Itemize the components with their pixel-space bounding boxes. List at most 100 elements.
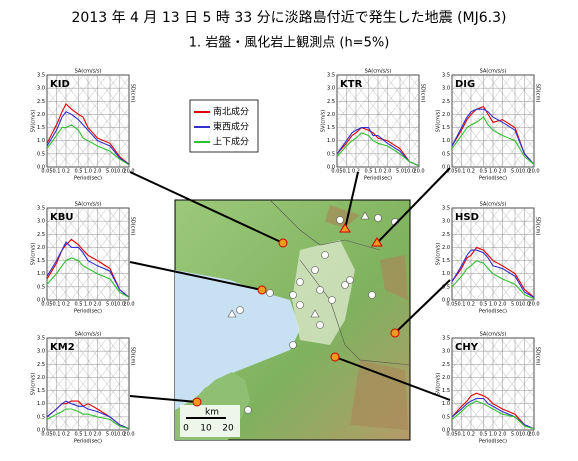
diagonal-line xyxy=(337,151,350,167)
diagonal-line xyxy=(511,271,534,300)
map: km 0 10 20 xyxy=(174,199,411,441)
y-tick-label: 3.5 xyxy=(37,336,45,342)
diagonal-line xyxy=(536,208,578,310)
x-axis-label: Period(sec) xyxy=(479,309,507,315)
diagonal-line xyxy=(560,65,578,167)
diagonal-line xyxy=(47,338,120,430)
y-tick-label: 2.5 xyxy=(37,362,45,368)
y-tick-label: 1.0 xyxy=(327,138,335,144)
y-axis-label: SV(cm/s) xyxy=(31,373,37,395)
diagonal-line xyxy=(452,338,489,385)
x-tick-label: 20.0 xyxy=(123,432,134,438)
diagonal-line xyxy=(548,328,578,430)
diagonal-line xyxy=(106,401,129,430)
diagonal-line xyxy=(511,208,534,237)
diagonal-line xyxy=(511,75,534,104)
x-tick-label: 0.2 xyxy=(352,169,360,175)
x-tick-label: 5.0 xyxy=(106,169,114,175)
diagonal-line xyxy=(47,338,72,370)
diagonal-line xyxy=(82,75,129,134)
y-tick-label: 0.0 xyxy=(442,165,450,171)
diagonal-line xyxy=(499,75,534,119)
y-tick-label: 1.0 xyxy=(37,401,45,407)
diagonal-grid xyxy=(452,328,578,440)
x-tick-label: 0.1 xyxy=(458,432,466,438)
right-axis-label: SD(cm) xyxy=(535,217,541,236)
diagonal-line xyxy=(452,383,489,430)
diagonal-line xyxy=(47,208,72,240)
diagonal-line xyxy=(452,75,489,122)
y-tick-label: 1.0 xyxy=(442,138,450,144)
y-axis-label: SV(cm/s) xyxy=(436,243,442,265)
legend-label: 南北成分 xyxy=(213,106,249,118)
spectrum-chart: 0.05 0.1 0.2 0.5 1.0 2.0 5.0 10.020.00.00.51.01… xyxy=(31,202,136,315)
x-axis-label: Period(sec) xyxy=(479,439,507,445)
x-tick-label: 2.0 xyxy=(499,169,507,175)
x-tick-label: 1.0 xyxy=(374,169,382,175)
diagonal-line xyxy=(47,238,96,300)
diagonal-grid xyxy=(47,75,129,167)
chart-title: KID xyxy=(50,79,70,90)
diagonal-line xyxy=(106,338,129,367)
x-tick-label: 0.05 xyxy=(446,169,457,175)
x-tick-label: 5.0 xyxy=(396,169,404,175)
diagonal-line xyxy=(452,208,525,300)
y-tick-label: 3.0 xyxy=(442,86,450,92)
diagonal-line xyxy=(452,338,477,370)
diagonal-line xyxy=(499,338,534,382)
x-tick-label: 10.0 xyxy=(114,302,125,308)
x-tick-label: 10.0 xyxy=(519,302,530,308)
top-axis-label: SA(cm/s/s) xyxy=(75,202,102,208)
x-tick-label: 1.0 xyxy=(489,302,497,308)
diagonal-line xyxy=(47,135,72,167)
diagonal-line xyxy=(47,268,72,300)
diagonal-line xyxy=(337,105,386,167)
scale-box xyxy=(180,405,240,437)
chart-title: KBU xyxy=(50,212,74,223)
diagonal-grid xyxy=(47,338,129,430)
x-tick-label: 0.1 xyxy=(458,169,466,175)
diagonal-line xyxy=(47,120,84,167)
diagonal-line xyxy=(70,225,129,300)
title: 2013 年 4 月 13 日 5 時 33 分に淡路島付近で発生した地震 (M… xyxy=(72,10,507,26)
y-tick-label: 2.5 xyxy=(327,99,335,105)
x-tick-label: 0.2 xyxy=(62,302,70,308)
diagonal-line xyxy=(348,77,419,167)
series-line xyxy=(47,102,129,165)
y-tick-label: 2.5 xyxy=(442,232,450,238)
diagonal-line xyxy=(452,89,513,167)
scale-label: 20 xyxy=(222,424,234,434)
diagonal-line xyxy=(47,338,96,400)
series-line xyxy=(47,257,129,298)
spectrum-chart: 0.05 0.1 0.2 0.5 1.0 2.0 5.0 10.020.00.00.51.01… xyxy=(436,328,578,445)
diagonal-line xyxy=(106,271,129,300)
y-tick-label: 3.5 xyxy=(37,206,45,212)
diagonal-line xyxy=(337,75,374,122)
x-tick-label: 0.1 xyxy=(53,302,61,308)
y-tick-label: 1.5 xyxy=(327,125,335,131)
diagonal-line xyxy=(560,328,578,430)
y-tick-label: 2.0 xyxy=(442,112,450,118)
diagonal-line xyxy=(337,75,398,153)
diagonal-line xyxy=(47,253,84,300)
y-tick-label: 2.0 xyxy=(37,375,45,381)
diagonal-line xyxy=(487,338,534,397)
y-tick-label: 3.0 xyxy=(442,349,450,355)
legend-label: 上下成分 xyxy=(213,136,249,148)
x-tick-label: 0.2 xyxy=(467,302,475,308)
x-tick-label: 0.5 xyxy=(480,302,488,308)
spectrum-chart: 0.05 0.1 0.2 0.5 1.0 2.0 5.0 10.020.00.00.51.01… xyxy=(31,332,136,445)
x-tick-label: 20.0 xyxy=(528,169,539,175)
x-tick-label: 10.0 xyxy=(114,169,125,175)
diagonal-line xyxy=(536,338,578,440)
x-tick-label: 20.0 xyxy=(528,432,539,438)
y-tick-label: 0.0 xyxy=(442,428,450,434)
diagonal-line xyxy=(536,328,578,430)
diagonal-grid xyxy=(452,65,578,167)
x-tick-label: 2.0 xyxy=(499,302,507,308)
y-tick-label: 0.5 xyxy=(37,284,45,290)
diagonal-line xyxy=(452,222,513,300)
diagonal-line xyxy=(47,89,108,167)
diagonal-line xyxy=(372,108,419,167)
